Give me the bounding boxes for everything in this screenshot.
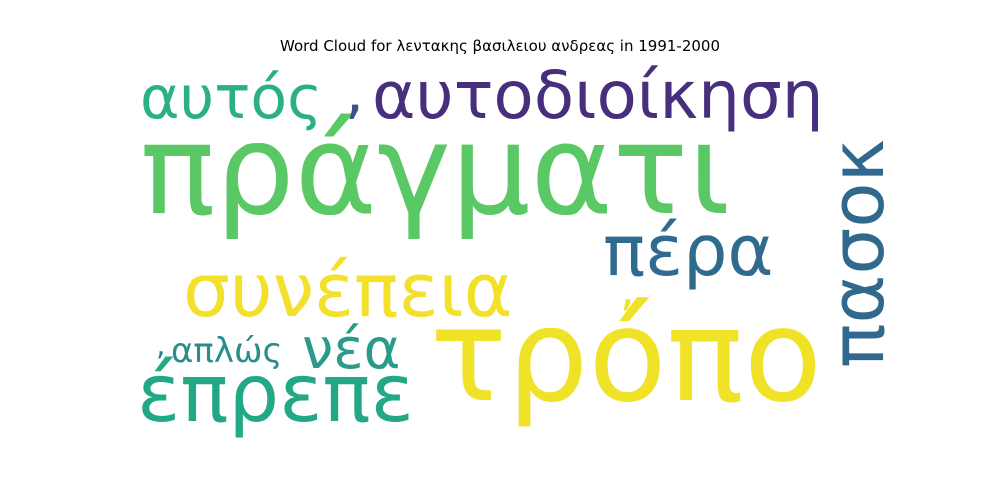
word-pasok: πασοκ [815, 139, 901, 368]
word-synepeia: συνέπεια [183, 248, 512, 334]
word-pera: πέρα [603, 210, 774, 292]
word-aytodioikisi: αυτοδιοίκηση [372, 57, 824, 134]
chart-title: Word Cloud for λεντακης βασιλειου ανδρεα… [280, 37, 720, 55]
word-tropo: τρόπο [430, 282, 822, 431]
word-comma-11: , [620, 262, 635, 316]
word-aytos: αυτός [140, 63, 322, 133]
word-aplos: απλώς [171, 331, 282, 371]
word-nea: νέα [302, 317, 400, 382]
word-comma-10: , [345, 57, 364, 127]
word-pragmati: πράγματι [140, 98, 730, 243]
word-eprepe: έπρεπε [137, 347, 414, 440]
word-comma-12: , [156, 328, 166, 363]
